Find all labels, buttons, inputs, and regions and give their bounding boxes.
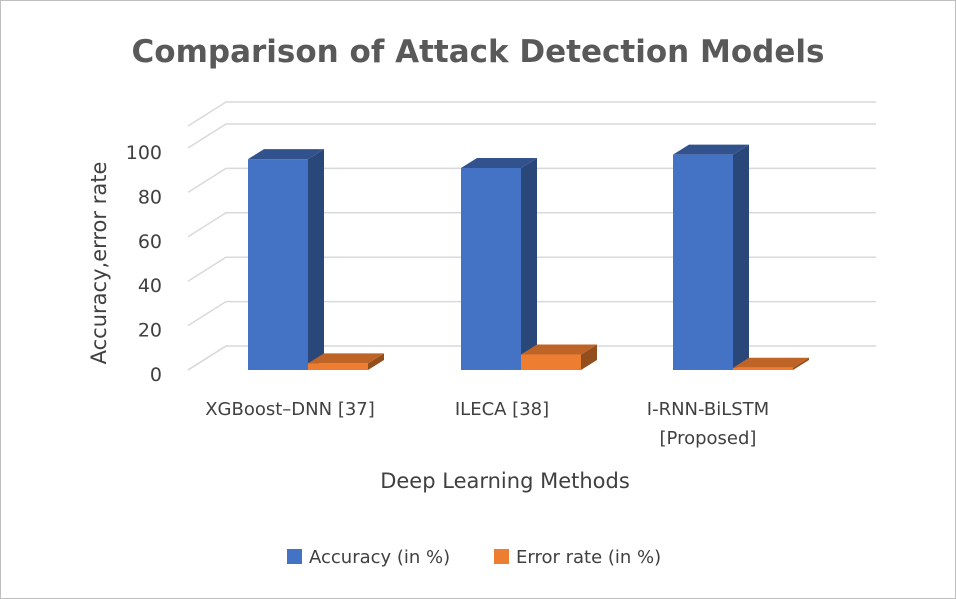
gridline xyxy=(187,300,876,327)
x-category-label: XGBoost–DNN [37] xyxy=(205,399,375,420)
bar-accuracy xyxy=(248,149,324,370)
y-axis-title: Accuracy,error rate xyxy=(87,162,111,365)
y-tick-label: 100 xyxy=(126,142,162,164)
legend-swatch xyxy=(494,549,509,564)
bar-error-rate xyxy=(733,357,809,370)
gridline xyxy=(187,123,876,149)
y-tick-label: 20 xyxy=(138,320,162,342)
gridline xyxy=(187,345,876,371)
chart-title: Comparison of Attack Detection Models xyxy=(132,34,825,70)
y-tick-label: 40 xyxy=(138,275,162,297)
bars xyxy=(248,144,809,370)
y-tick-label: 80 xyxy=(138,186,162,208)
legend-label: Error rate (in %) xyxy=(516,547,661,568)
legend-label: Accuracy (in %) xyxy=(309,547,450,568)
x-axis-categories: XGBoost–DNN [37] ILECA [38] I-RNN-BiLSTM [P… xyxy=(205,399,769,449)
bar-error-rate xyxy=(521,344,597,370)
gridline xyxy=(187,212,876,238)
y-tick-label: 0 xyxy=(150,364,162,386)
x-axis-title: Deep Learning Methods xyxy=(380,469,630,493)
gridline xyxy=(187,101,876,127)
bar-accuracy xyxy=(461,157,537,370)
x-category-label: ILECA [38] xyxy=(455,399,549,420)
gridline xyxy=(187,167,876,194)
bar-accuracy xyxy=(673,144,749,370)
gridline xyxy=(187,256,876,282)
legend: Accuracy (in %) Error rate (in %) xyxy=(287,547,661,568)
bar-error-rate xyxy=(308,353,384,370)
x-category-label: I-RNN-BiLSTM xyxy=(647,399,769,420)
legend-swatch xyxy=(287,549,302,564)
gridlines xyxy=(187,101,876,371)
y-axis-ticks: 0 20 40 60 80 100 xyxy=(126,142,162,386)
y-tick-label: 60 xyxy=(138,231,162,253)
x-category-label: [Proposed] xyxy=(660,428,757,449)
